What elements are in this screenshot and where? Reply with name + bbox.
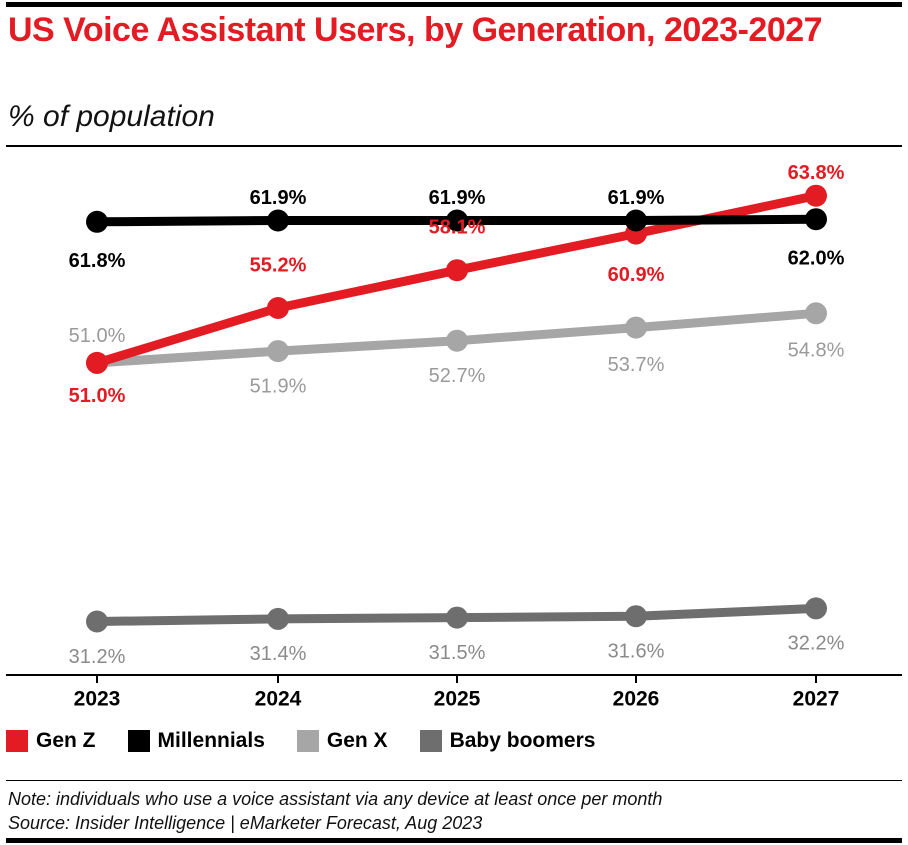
x-tick-label-2025: 2025 <box>434 688 481 711</box>
data-point-baby-boomers-2023 <box>86 610 108 633</box>
legend-label-gen-z: Gen Z <box>36 729 96 752</box>
legend-item-gen-z: Gen Z <box>6 729 96 753</box>
data-point-millennials-2026 <box>625 209 647 232</box>
data-label-millennials-2027: 62.0% <box>788 247 845 269</box>
data-point-millennials-2025 <box>446 209 468 232</box>
data-point-baby-boomers-2025 <box>446 606 468 629</box>
footnote: Note: individuals who use a voice assist… <box>8 787 662 835</box>
data-point-gen-x-2024 <box>267 340 289 363</box>
data-point-gen-x-2025 <box>446 329 468 352</box>
data-label-millennials-2026: 61.9% <box>608 187 665 209</box>
source-text: Source: Insider Intelligence | eMarketer… <box>8 813 483 833</box>
data-point-gen-z-2027 <box>805 184 827 207</box>
legend-swatch-gen-x <box>296 730 319 752</box>
data-point-gen-x-2026 <box>625 316 647 339</box>
footer-divider <box>6 780 902 781</box>
x-tick-label-2026: 2026 <box>613 688 660 711</box>
data-point-baby-boomers-2027 <box>805 597 827 620</box>
data-label-baby-boomers-2023: 31.2% <box>69 646 126 668</box>
data-label-millennials-2024: 61.9% <box>250 187 307 209</box>
title-divider <box>6 145 902 147</box>
data-label-gen-x-2024: 51.9% <box>250 375 307 397</box>
data-point-baby-boomers-2024 <box>267 607 289 630</box>
legend-item-millennials: Millennials <box>127 729 265 753</box>
top-rule <box>6 2 902 7</box>
data-point-millennials-2024 <box>267 209 289 232</box>
legend-swatch-millennials <box>127 730 150 752</box>
x-tick-label-2024: 2024 <box>255 688 302 711</box>
legend-swatch-baby-boomers <box>419 730 442 752</box>
data-label-gen-x-2025: 52.7% <box>429 365 486 387</box>
data-label-baby-boomers-2027: 32.2% <box>788 633 845 655</box>
chart-subtitle: % of population <box>8 100 215 133</box>
data-label-gen-z-2023: 51.0% <box>69 385 126 407</box>
data-label-gen-x-2023: 51.0% <box>69 325 126 347</box>
data-label-gen-z-2027: 63.8% <box>788 162 845 184</box>
data-label-gen-x-2026: 53.7% <box>608 354 665 376</box>
data-point-gen-z-2023 <box>86 351 108 374</box>
data-labels: 51.0% 55.2% 58.1% 60.9% 63.8% 61.8% 61.9% 61.9%… <box>69 162 845 668</box>
bottom-rule <box>6 838 902 843</box>
legend: Gen Z Millennials Gen X Baby boomers <box>6 729 627 753</box>
chart-title: US Voice Assistant Users, by Generation,… <box>8 11 823 49</box>
x-axis: 2023 2024 2025 2026 2027 <box>6 674 902 711</box>
x-tick-label-2023: 2023 <box>74 688 121 711</box>
legend-item-baby-boomers: Baby boomers <box>419 729 596 753</box>
series-points <box>86 184 827 633</box>
data-label-baby-boomers-2025: 31.5% <box>429 642 486 664</box>
data-point-gen-x-2027 <box>805 302 827 325</box>
legend-item-gen-x: Gen X <box>296 729 388 753</box>
data-point-gen-z-2024 <box>267 297 289 319</box>
note-text: Note: individuals who use a voice assist… <box>8 789 663 809</box>
data-point-baby-boomers-2026 <box>625 605 647 628</box>
x-tick-label-2027: 2027 <box>793 688 840 711</box>
data-label-millennials-2025: 61.9% <box>429 187 486 209</box>
data-label-gen-x-2027: 54.8% <box>788 340 845 362</box>
data-label-gen-z-2026: 60.9% <box>608 264 665 286</box>
data-label-baby-boomers-2026: 31.6% <box>608 640 665 662</box>
data-label-gen-z-2024: 55.2% <box>250 254 307 276</box>
data-label-millennials-2023: 61.8% <box>69 250 126 272</box>
line-chart: 51.0% 55.2% 58.1% 60.9% 63.8% 61.8% 61.9% 61.9%… <box>6 162 902 711</box>
legend-label-gen-x: Gen X <box>326 729 388 752</box>
data-label-baby-boomers-2024: 31.4% <box>250 643 307 665</box>
legend-swatch-gen-z <box>6 730 28 752</box>
legend-label-baby-boomers: Baby boomers <box>449 729 596 752</box>
data-point-gen-z-2025 <box>446 259 468 282</box>
data-point-millennials-2023 <box>86 210 108 233</box>
data-point-millennials-2027 <box>805 208 827 231</box>
data-label-gen-z-2025: 58.1% <box>429 216 486 238</box>
legend-label-millennials: Millennials <box>157 729 265 752</box>
